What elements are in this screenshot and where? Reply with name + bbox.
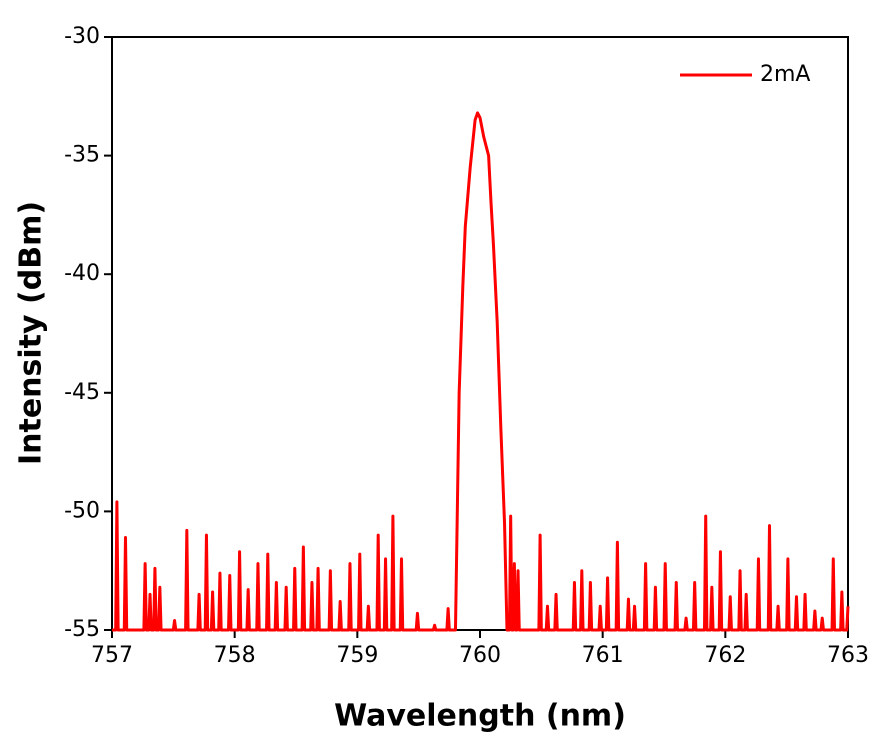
y-tick-label: -30: [64, 24, 100, 49]
x-tick-label: 762: [704, 643, 746, 668]
x-tick-label: 760: [459, 643, 501, 668]
y-axis-label: Intensity (dBm): [14, 201, 49, 465]
y-tick-label: -40: [64, 261, 100, 286]
x-tick-label: 759: [336, 643, 378, 668]
data-line: [112, 111, 850, 632]
x-axis-label: Wavelength (nm): [334, 699, 626, 734]
y-tick-label: -35: [64, 143, 100, 168]
plot-frame: [111, 36, 849, 631]
x-tick-label: 758: [214, 643, 256, 668]
y-tick-label: -50: [64, 498, 100, 523]
x-tick-label: 763: [827, 643, 869, 668]
y-tick-label: -45: [64, 380, 100, 405]
legend-label: 2mA: [760, 62, 810, 87]
y-tick-label: -55: [64, 617, 100, 642]
x-tick-label: 757: [91, 643, 133, 668]
x-tick-label: 761: [582, 643, 624, 668]
